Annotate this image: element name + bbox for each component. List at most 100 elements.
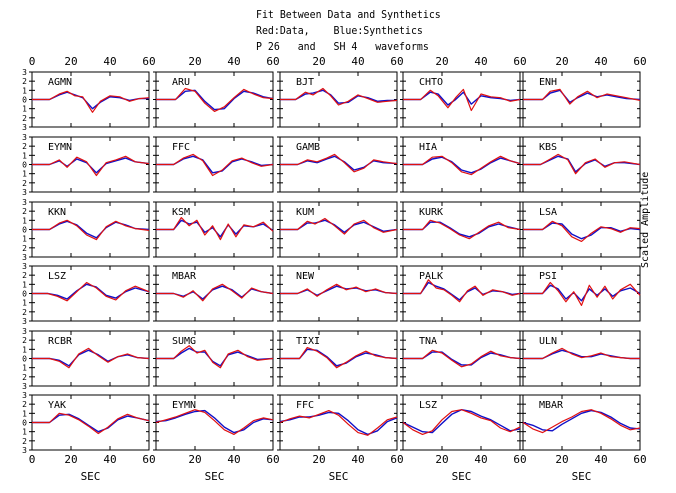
y-tick-label: 3 — [22, 133, 27, 142]
data-trace-mbar-p — [156, 283, 274, 302]
synthetic-trace-enh-p — [523, 89, 641, 104]
synthetic-trace-kum-p — [280, 219, 398, 234]
x-tick-label-top: 40 — [227, 55, 240, 68]
synthetic-trace-hia-p — [403, 156, 521, 174]
synthetic-trace-chto-p — [403, 91, 521, 106]
y-tick-label: 2 — [22, 308, 27, 317]
x-tick-label-bottom: 20 — [188, 453, 201, 466]
data-trace-tna-p — [403, 349, 521, 368]
data-trace-ffc-p — [156, 153, 274, 177]
y-tick-label: 3 — [22, 68, 27, 77]
data-trace-palk-p — [403, 279, 521, 303]
station-label-yak-sh: YAK — [48, 400, 66, 411]
y-tick-label: 1 — [22, 170, 27, 179]
y-tick-label: 1 — [22, 280, 27, 289]
x-tick-label-bottom: 40 — [103, 453, 116, 466]
y-tick-label: 3 — [22, 253, 27, 262]
y-tick-label: 3 — [22, 123, 27, 132]
data-trace-kurk-p — [403, 219, 521, 240]
y-tick-label: 0 — [22, 226, 27, 235]
y-tick-label: 1 — [22, 235, 27, 244]
x-tick-label-bottom: 20 — [64, 453, 77, 466]
station-label-kum-p: KUM — [296, 207, 314, 218]
y-tick-label: 2 — [22, 437, 27, 446]
x-tick-label-bottom: 60 — [142, 453, 155, 466]
x-tick-label-bottom: 40 — [351, 453, 364, 466]
synthetic-trace-mbar-sh — [522, 409, 641, 432]
data-trace-yak-sh — [32, 412, 150, 435]
station-label-ffc-sh: FFC — [296, 400, 314, 411]
data-trace-gamb-p — [280, 153, 398, 173]
x-tick-label-top: 0 — [29, 55, 36, 68]
x-tick-label-top: 60 — [633, 55, 646, 68]
data-trace-uln-p — [523, 347, 640, 360]
data-trace-lsz-p — [32, 281, 150, 302]
synthetic-trace-kurk-p — [403, 221, 521, 238]
y-tick-label: 3 — [22, 382, 27, 391]
x-tick-label-top: 60 — [266, 55, 279, 68]
data-trace-psi-p — [523, 281, 641, 306]
y-tick-label: 0 — [22, 96, 27, 105]
y-tick-label: 1 — [22, 299, 27, 308]
y-tick-label: 3 — [22, 188, 27, 197]
station-label-eymn-sh: EYMN — [172, 400, 196, 411]
station-label-lsz-sh: LSZ — [419, 400, 437, 411]
data-trace-mbar-sh — [522, 409, 641, 434]
x-axis-label-sec: SEC — [572, 470, 592, 483]
y-tick-label: 3 — [22, 327, 27, 336]
synthetic-trace-ffc-sh — [279, 411, 398, 436]
data-trace-lsz-sh — [402, 409, 521, 435]
data-trace-sumg-p — [156, 345, 274, 369]
x-tick-label-bottom: 20 — [555, 453, 568, 466]
x-tick-label-bottom: 20 — [435, 453, 448, 466]
station-label-aru-p: ARU — [172, 77, 190, 88]
y-tick-label: 2 — [22, 207, 27, 216]
station-label-rcbr-p: RCBR — [48, 336, 73, 347]
synthetic-trace-tixi-p — [280, 348, 398, 367]
data-trace-hia-p — [403, 155, 521, 176]
station-label-mbar-sh: MBAR — [539, 400, 564, 411]
x-tick-label-bottom: 40 — [474, 453, 487, 466]
station-label-hia-p: HIA — [419, 142, 437, 153]
station-label-eymn-p: EYMN — [48, 142, 72, 153]
y-tick-label: 3 — [22, 391, 27, 400]
x-tick-label-bottom: 40 — [227, 453, 240, 466]
y-tick-label: 2 — [22, 114, 27, 123]
x-tick-label-top: 60 — [513, 55, 526, 68]
data-trace-eymn-p — [32, 155, 150, 177]
figure-title: Fit Between Data and Synthetics — [256, 8, 441, 21]
x-tick-label-top: 40 — [474, 55, 487, 68]
synthetic-trace-yak-sh — [32, 413, 150, 433]
station-label-lsz-p: LSZ — [48, 271, 66, 282]
station-label-tna-p: TNA — [419, 336, 437, 347]
station-label-tixi-p: TIXI — [296, 336, 320, 347]
y-tick-label: 1 — [22, 216, 27, 225]
x-tick-label-top: 60 — [142, 55, 155, 68]
x-tick-label-top: 60 — [390, 55, 403, 68]
station-label-sumg-p: SUMG — [172, 336, 196, 347]
synthetic-trace-kkn-p — [32, 220, 150, 239]
x-tick-label-bottom: 40 — [594, 453, 607, 466]
x-tick-label-bottom: 60 — [266, 453, 279, 466]
station-label-bjt-p: BJT — [296, 77, 314, 88]
x-tick-label-bottom: 60 — [633, 453, 646, 466]
station-label-enh-p: ENH — [539, 77, 557, 88]
y-tick-label: 2 — [22, 179, 27, 188]
y-tick-label: 2 — [22, 77, 27, 86]
x-tick-label-top: 40 — [351, 55, 364, 68]
x-tick-label-top: 20 — [435, 55, 448, 68]
data-trace-rcbr-p — [32, 347, 150, 369]
station-label-chto-p: CHTO — [419, 77, 443, 88]
y-tick-label: 1 — [22, 345, 27, 354]
x-tick-label-top: 40 — [594, 55, 607, 68]
x-tick-label-top: 20 — [188, 55, 201, 68]
station-label-psi-p: PSI — [539, 271, 557, 282]
y-tick-label: 1 — [22, 105, 27, 114]
x-axis-label-sec: SEC — [81, 470, 101, 483]
synthetic-trace-bjt-p — [280, 89, 397, 104]
y-tick-label: 1 — [22, 86, 27, 95]
station-label-kkn-p: KKN — [48, 207, 66, 218]
station-label-gamb-p: GAMB — [296, 142, 320, 153]
x-tick-label-top: 20 — [64, 55, 77, 68]
data-trace-ksm-p — [156, 217, 274, 241]
